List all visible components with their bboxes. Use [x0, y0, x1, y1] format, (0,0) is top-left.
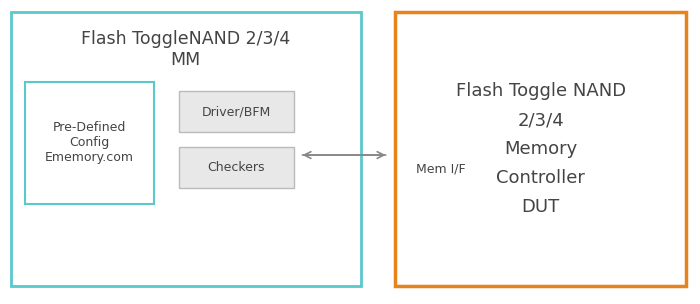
Text: Pre-Defined
Config
Ememory.com: Pre-Defined Config Ememory.com: [45, 121, 134, 164]
Text: Flash Toggle NAND: Flash Toggle NAND: [456, 82, 626, 100]
Text: Controller: Controller: [496, 169, 585, 187]
Bar: [178, 147, 294, 188]
Bar: [25, 82, 154, 204]
Text: Flash ToggleNAND 2/3/4
MM: Flash ToggleNAND 2/3/4 MM: [81, 30, 290, 69]
Bar: [395, 12, 686, 286]
Text: Driver/BFM: Driver/BFM: [202, 105, 271, 118]
Text: Mem I/F: Mem I/F: [416, 162, 466, 175]
Text: 2/3/4: 2/3/4: [517, 111, 564, 129]
Text: DUT: DUT: [522, 198, 560, 216]
Text: Memory: Memory: [504, 140, 578, 158]
Text: Checkers: Checkers: [207, 161, 265, 174]
Bar: [10, 12, 360, 286]
Bar: [178, 91, 294, 132]
